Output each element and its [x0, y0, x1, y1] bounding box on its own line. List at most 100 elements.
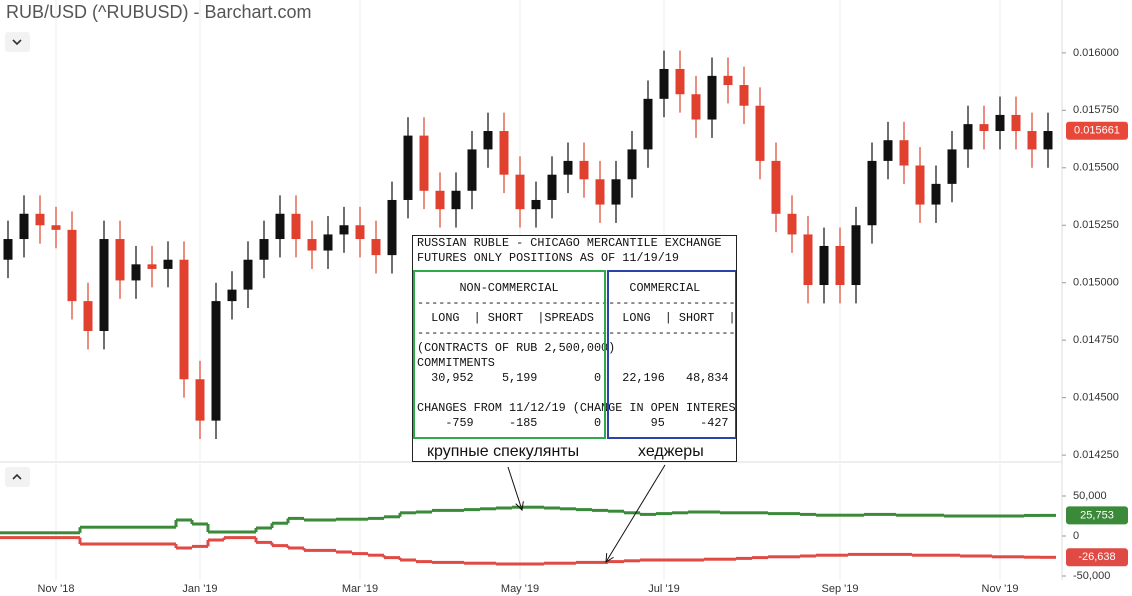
- candle-body: [659, 68, 669, 99]
- arrow: [507, 466, 522, 510]
- candle-body: [451, 190, 461, 210]
- y-tick-label: 0.015500: [1073, 162, 1119, 174]
- candle-body: [179, 259, 189, 380]
- candle-body: [579, 160, 589, 180]
- candle-body: [963, 124, 973, 150]
- candle-body: [915, 165, 925, 205]
- candle-body: [563, 160, 573, 175]
- candle-body: [147, 264, 157, 269]
- candle-body: [819, 245, 829, 286]
- report-line: CHANGES FROM 11/12/19 (CHANGE IN OPEN IN…: [417, 401, 737, 415]
- candle-body: [643, 98, 653, 150]
- candle-body: [51, 225, 61, 230]
- candle-body: [1027, 131, 1037, 150]
- report-line: RUSSIAN RUBLE - CHICAGO MERCANTILE EXCHA…: [417, 236, 722, 250]
- report-line: ----------------------------------------…: [417, 296, 736, 310]
- candle-body: [851, 225, 861, 286]
- candle-body: [499, 131, 509, 175]
- y-tick-label: 0: [1073, 530, 1079, 542]
- cot-report: RUSSIAN RUBLE - CHICAGO MERCANTILE EXCHA…: [412, 235, 737, 462]
- candle-body: [467, 149, 477, 191]
- report-line: -759 -185 0 95 -427: [417, 416, 729, 430]
- candle-body: [515, 174, 525, 210]
- value-label: 25,753: [1080, 509, 1114, 521]
- x-tick-label: Jul '19: [648, 583, 679, 595]
- candle-body: [355, 225, 365, 240]
- candle-body: [195, 379, 205, 421]
- value-label: -26,638: [1078, 551, 1115, 563]
- candle-body: [227, 289, 237, 302]
- x-tick-label: Nov '19: [982, 583, 1019, 595]
- report-line: (CONTRACTS OF RUB 2,500,000): [417, 341, 616, 355]
- candle-body: [419, 135, 429, 191]
- annotation: крупные спекулянты: [427, 443, 580, 460]
- chevron-icon: [12, 473, 22, 480]
- candle-body: [83, 301, 93, 331]
- candle-body: [723, 75, 733, 86]
- report-line: NON-COMMERCIAL COMMERCIAL: [417, 281, 701, 295]
- y-tick-label: -50,000: [1073, 570, 1110, 582]
- candle-body: [1043, 131, 1053, 150]
- candle-body: [339, 225, 349, 235]
- candle-body: [211, 301, 221, 421]
- report-line: FUTURES ONLY POSITIONS AS OF 11/19/19: [417, 251, 679, 265]
- report-line: 30,952 5,199 0 22,196 48,834: [417, 371, 729, 385]
- candle-body: [259, 239, 269, 260]
- candle-body: [307, 239, 317, 251]
- y-tick-label: 0.014250: [1073, 449, 1119, 461]
- candle-body: [755, 105, 765, 161]
- candle-body: [803, 234, 813, 286]
- candle-body: [691, 94, 701, 120]
- candle-body: [947, 149, 957, 184]
- candle-body: [243, 259, 253, 290]
- report-line: COMMITMENTS: [417, 356, 495, 370]
- candle-body: [387, 199, 397, 256]
- y-tick-label: 0.016000: [1073, 47, 1119, 59]
- report-line: LONG | SHORT |SPREADS LONG | SHORT |: [417, 311, 736, 325]
- y-tick-label: 0.014500: [1073, 392, 1119, 404]
- value-tag: [1066, 506, 1128, 525]
- candle-body: [531, 199, 541, 210]
- candle-body: [163, 259, 173, 269]
- candle-body: [979, 124, 989, 132]
- chart-title: RUB/USD (^RUBUSD) - Barchart.com: [6, 2, 311, 22]
- candle-body: [547, 174, 557, 200]
- y-tick-label: 0.015250: [1073, 219, 1119, 231]
- x-tick-label: Jan '19: [182, 583, 217, 595]
- x-tick-label: Mar '19: [342, 583, 378, 595]
- y-tick-label: 50,000: [1073, 490, 1107, 502]
- expand-button[interactable]: [5, 467, 30, 487]
- value-tag: [1066, 548, 1128, 567]
- candle-body: [291, 213, 301, 240]
- candle-body: [835, 245, 845, 286]
- y-tick-label: 0.014750: [1073, 334, 1119, 346]
- candle-body: [3, 239, 13, 260]
- candle-body: [371, 239, 381, 256]
- candle-body: [19, 213, 29, 240]
- candle-body: [483, 131, 493, 150]
- y-tick-label: 0.015000: [1073, 277, 1119, 289]
- candle-body: [883, 140, 893, 161]
- candle-body: [115, 239, 125, 281]
- non-commercial-box: [413, 270, 606, 439]
- arrow: [606, 464, 666, 562]
- candle-body: [131, 264, 141, 281]
- collapse-button[interactable]: [5, 32, 30, 52]
- candle-body: [995, 114, 1005, 132]
- candle-body: [787, 213, 797, 235]
- candle-body: [899, 140, 909, 166]
- last-price-label: 0.015661: [1074, 125, 1120, 137]
- candle-body: [275, 213, 285, 240]
- x-tick-label: May '19: [501, 583, 539, 595]
- candle-body: [611, 179, 621, 205]
- candle-body: [99, 239, 109, 331]
- candle-body: [595, 179, 605, 205]
- candle-body: [675, 68, 685, 95]
- candle-body: [323, 234, 333, 251]
- annotation: хеджеры: [638, 443, 704, 460]
- candle-body: [739, 85, 749, 106]
- x-tick-label: Sep '19: [822, 583, 859, 595]
- x-tick-label: Nov '18: [38, 583, 75, 595]
